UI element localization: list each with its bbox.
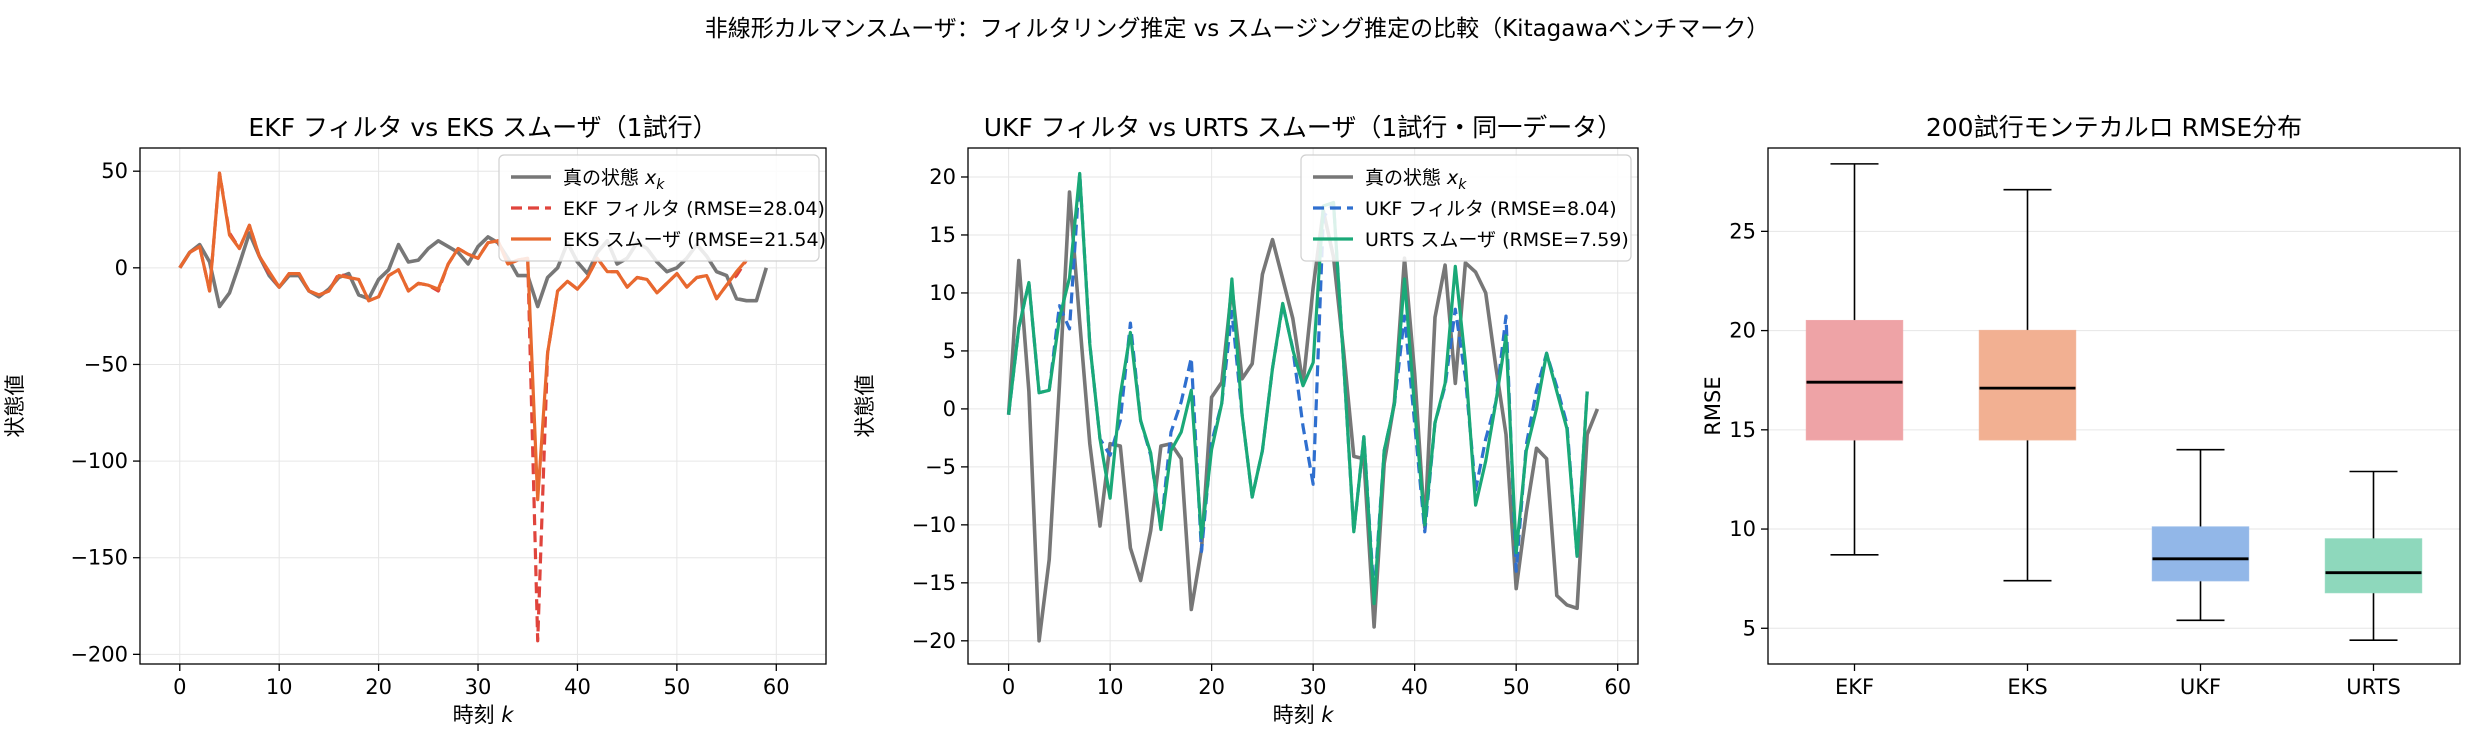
legend-box — [1300, 154, 1632, 262]
y-tick-label: −50 — [84, 352, 128, 376]
legend-entry-1: UKF フィルタ (RMSE=8.04) — [1365, 198, 1617, 220]
x-axis-label: 時刻 k — [1273, 703, 1335, 727]
y-tick-label: 5 — [1743, 616, 1756, 640]
iqr-box — [1978, 329, 2077, 441]
legend: 真の状態 xk EKF フィルタ (RMSE=28.04) EKS スムーザ (RM… — [498, 154, 826, 262]
iqr-box — [1805, 319, 1904, 441]
legend-entry-0: 真の状態 xk — [563, 167, 665, 193]
y-tick-label: 20 — [1729, 319, 1756, 343]
x-tick-label: EKS — [2007, 675, 2047, 699]
y-tick-label: 15 — [929, 223, 956, 247]
ukf-urts-line-chart: UKF フィルタ vs URTS スムーザ（1試行・同一データ） 0 10 20 30 4… — [853, 113, 1639, 727]
series-group — [1006, 171, 1600, 643]
x-tick-label: 40 — [564, 675, 591, 699]
y-tick-label: −100 — [70, 449, 128, 473]
y-tick-label: −20 — [912, 629, 956, 653]
legend-entry-2: URTS スムーザ (RMSE=7.59) — [1365, 229, 1629, 251]
x-tick-label: 60 — [763, 675, 790, 699]
y-axis-label: RMSE — [1701, 376, 1725, 435]
box-eks — [1978, 188, 2077, 582]
series-line-2 — [1007, 171, 1589, 606]
panel-title: EKF フィルタ vs EKS スムーザ（1試行） — [248, 113, 717, 142]
legend-entry-0: 真の状態 xk — [1365, 167, 1467, 193]
x-tick-label: 50 — [664, 675, 691, 699]
x-tick-label: 0 — [1002, 675, 1015, 699]
y-tick-label: 10 — [1729, 517, 1756, 541]
plot-frame — [1767, 147, 2461, 665]
box-ukf — [2151, 448, 2250, 622]
y-axis-label: 状態値 — [3, 375, 27, 438]
y-tick-label: 0 — [115, 256, 128, 280]
legend-box — [498, 154, 820, 262]
y-tick-label: 10 — [929, 281, 956, 305]
figure-suptitle: 非線形カルマンスムーザ：フィルタリング推定 vs スムージング推定の比較（Kit… — [705, 16, 1770, 42]
x-tick-label: 0 — [173, 675, 186, 699]
legend: 真の状態 xk UKF フィルタ (RMSE=8.04) URTS スムーザ (RM… — [1300, 154, 1632, 262]
legend-entry-1: EKF フィルタ (RMSE=28.04) — [563, 198, 825, 220]
y-tick-label: 25 — [1729, 219, 1756, 243]
y-tick-label: −15 — [912, 571, 956, 595]
x-tick-label: EKF — [1835, 675, 1874, 699]
y-tick-label: 0 — [943, 397, 956, 421]
y-tick-label: 50 — [101, 159, 128, 183]
legend-entry-2: EKS スムーザ (RMSE=21.54) — [563, 229, 826, 251]
x-tick-label: 10 — [1097, 675, 1124, 699]
y-tick-label: −200 — [70, 642, 128, 666]
panel-title: UKF フィルタ vs URTS スムーザ（1試行・同一データ） — [984, 113, 1623, 142]
x-tick-label: 50 — [1503, 675, 1530, 699]
x-axis-label: 時刻 k — [453, 703, 515, 727]
plot-frame — [139, 147, 827, 665]
x-tick-label: 60 — [1604, 675, 1631, 699]
box-urts — [2324, 470, 2423, 641]
x-tick-label: URTS — [2346, 675, 2401, 699]
x-tick-label: 30 — [465, 675, 492, 699]
x-tick-label: 20 — [1198, 675, 1225, 699]
x-tick-label: 10 — [266, 675, 293, 699]
y-tick-label: 15 — [1729, 418, 1756, 442]
iqr-box — [2151, 526, 2250, 582]
ekf-eks-line-chart: EKF フィルタ vs EKS スムーザ（1試行） 0 10 20 30 40 50 60 50… — [3, 113, 827, 727]
x-tick-label: 40 — [1401, 675, 1428, 699]
panel-title: 200試行モンテカルロ RMSE分布 — [1926, 113, 2302, 142]
y-tick-label: −10 — [912, 513, 956, 537]
y-tick-label: 5 — [943, 339, 956, 363]
x-tick-label: 30 — [1300, 675, 1327, 699]
series-line-2 — [178, 171, 748, 502]
x-tick-label: 20 — [365, 675, 392, 699]
rmse-box-chart: 200試行モンテカルロ RMSE分布 EKF EKS UKF URTS 5 10 15 20 25… — [1701, 113, 2461, 699]
y-axis-label: 状態値 — [853, 375, 877, 438]
y-tick-label: 20 — [929, 165, 956, 189]
series-line-1 — [1007, 171, 1589, 598]
x-tick-label: UKF — [2180, 675, 2221, 699]
iqr-box — [2324, 538, 2423, 594]
series-group — [178, 171, 769, 643]
plot-frame — [967, 147, 1639, 665]
box-ekf — [1805, 163, 1904, 556]
y-tick-label: −5 — [925, 455, 956, 479]
y-tick-label: −150 — [70, 546, 128, 570]
